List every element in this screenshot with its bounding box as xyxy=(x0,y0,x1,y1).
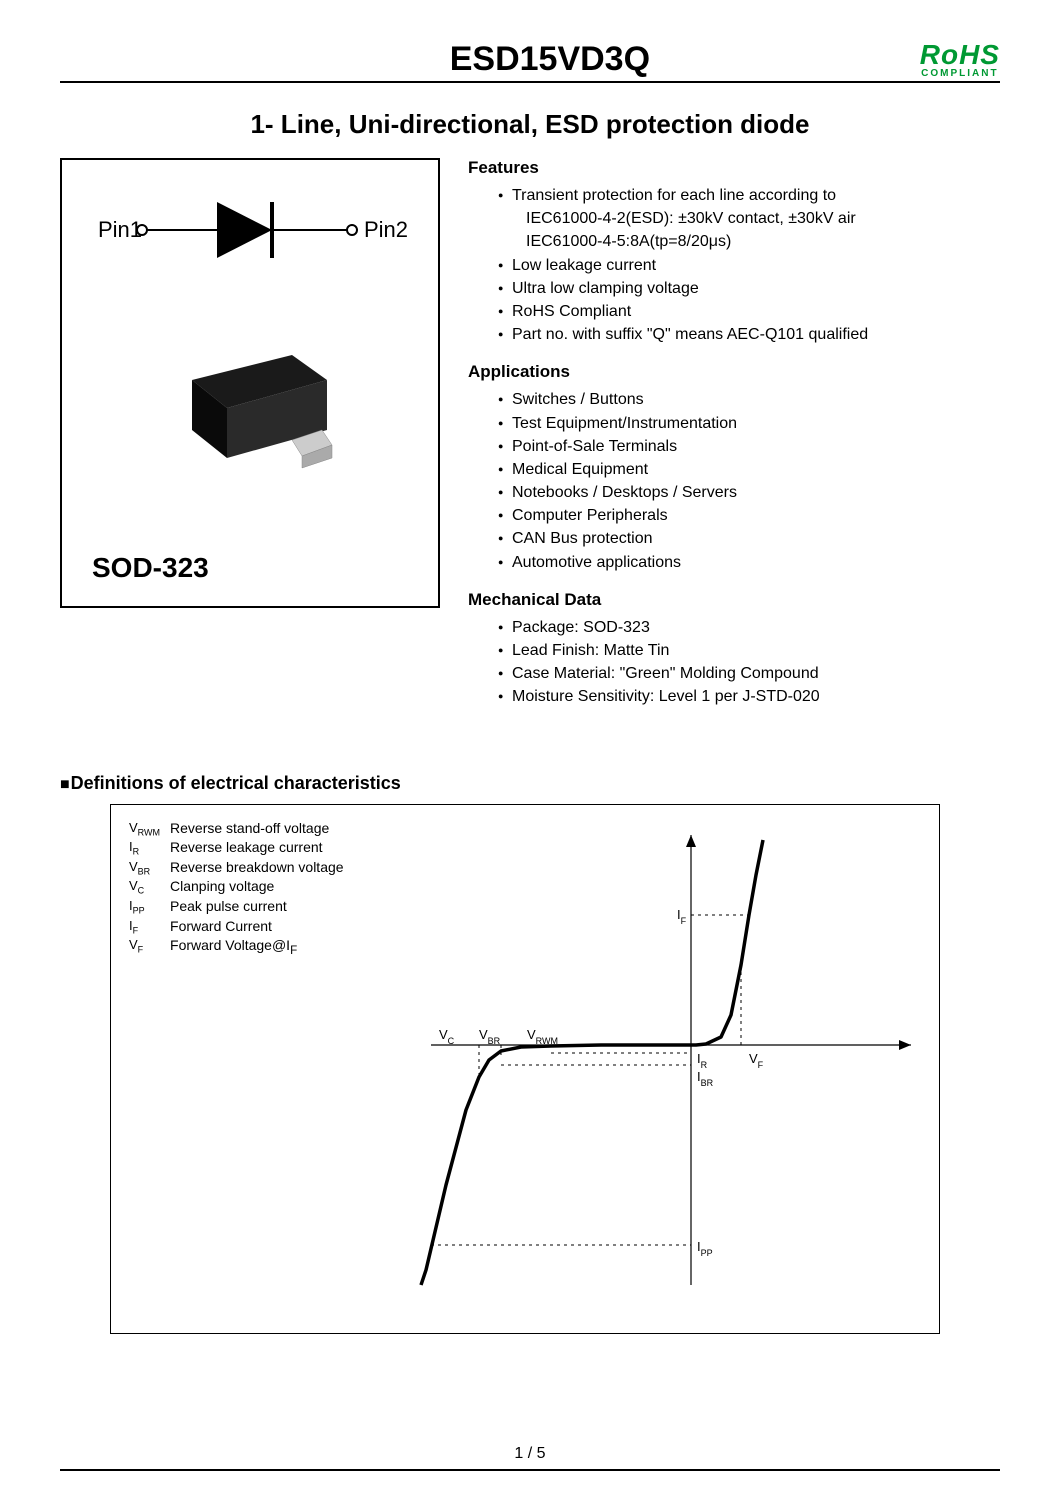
package-name: SOD-323 xyxy=(92,552,209,584)
definition-row: VBRReverse breakdown voltage xyxy=(129,858,354,878)
svg-text:VC: VC xyxy=(439,1027,455,1046)
app-item: Point-of-Sale Terminals xyxy=(498,435,1000,458)
mech-item: Lead Finish: Matte Tin xyxy=(498,639,1000,662)
feature-item: Part no. with suffix "Q" means AEC-Q101 … xyxy=(498,323,1000,346)
app-item: Test Equipment/Instrumentation xyxy=(498,412,1000,435)
features-list: Transient protection for each line accor… xyxy=(468,184,1000,346)
feature-item: RoHS Compliant xyxy=(498,300,1000,323)
iv-chart-container: VRWMReverse stand-off voltageIRReverse l… xyxy=(110,804,940,1334)
app-item: Computer Peripherals xyxy=(498,504,1000,527)
definition-row: VRWMReverse stand-off voltage xyxy=(129,819,354,839)
package-diagram: Pin1 Pin2 SOD-323 xyxy=(60,158,440,608)
svg-text:VBR: VBR xyxy=(479,1027,501,1046)
svg-text:VF: VF xyxy=(749,1051,764,1070)
definitions-table: VRWMReverse stand-off voltageIRReverse l… xyxy=(129,819,354,958)
svg-text:IF: IF xyxy=(677,907,687,926)
svg-text:IBR: IBR xyxy=(697,1069,714,1088)
app-item: Switches / Buttons xyxy=(498,388,1000,411)
definition-row: IFForward Current xyxy=(129,917,354,937)
definition-row: VCClanping voltage xyxy=(129,877,354,897)
mech-item: Moisture Sensitivity: Level 1 per J-STD-… xyxy=(498,685,1000,708)
rohs-text: RoHS xyxy=(920,41,1000,69)
app-item: Medical Equipment xyxy=(498,458,1000,481)
part-number: ESD15VD3Q xyxy=(60,40,920,79)
definition-row: VFForward Voltage@IF xyxy=(129,936,354,958)
mech-item: Case Material: "Green" Molding Compound xyxy=(498,662,1000,685)
features-heading: Features xyxy=(468,158,1000,178)
pin2-label: Pin2 xyxy=(364,217,408,242)
app-item: Automotive applications xyxy=(498,551,1000,574)
iv-curve-chart: IF VC VBR VRWM IRIBR VF IPP xyxy=(401,815,921,1315)
mechanical-list: Package: SOD-323 Lead Finish: Matte Tin … xyxy=(468,616,1000,709)
package-svg: Pin1 Pin2 xyxy=(62,160,438,606)
mechanical-heading: Mechanical Data xyxy=(468,590,1000,610)
applications-heading: Applications xyxy=(468,362,1000,382)
page-footer: 1 / 5 xyxy=(60,1445,1000,1471)
feature-item: Transient protection for each line accor… xyxy=(498,184,1000,254)
feature-item: Ultra low clamping voltage xyxy=(498,277,1000,300)
definitions-heading: Definitions of electrical characteristic… xyxy=(60,773,1000,794)
pin1-label: Pin1 xyxy=(98,217,142,242)
rohs-badge: RoHS COMPLIANT xyxy=(920,41,1000,79)
info-column: Features Transient protection for each l… xyxy=(468,158,1000,725)
feature-item: Low leakage current xyxy=(498,254,1000,277)
svg-text:IR: IR xyxy=(697,1051,708,1070)
definition-row: IRReverse leakage current xyxy=(129,838,354,858)
app-item: CAN Bus protection xyxy=(498,527,1000,550)
svg-text:IPP: IPP xyxy=(697,1239,713,1258)
svg-text:VRWM: VRWM xyxy=(527,1027,558,1046)
header-bar: ESD15VD3Q RoHS COMPLIANT xyxy=(60,40,1000,83)
definition-row: IPPPeak pulse current xyxy=(129,897,354,917)
page-number: 1 / 5 xyxy=(514,1445,545,1462)
compliant-text: COMPLIANT xyxy=(920,69,1000,79)
subtitle: 1- Line, Uni-directional, ESD protection… xyxy=(60,109,1000,140)
mech-item: Package: SOD-323 xyxy=(498,616,1000,639)
app-item: Notebooks / Desktops / Servers xyxy=(498,481,1000,504)
applications-list: Switches / Buttons Test Equipment/Instru… xyxy=(468,388,1000,574)
